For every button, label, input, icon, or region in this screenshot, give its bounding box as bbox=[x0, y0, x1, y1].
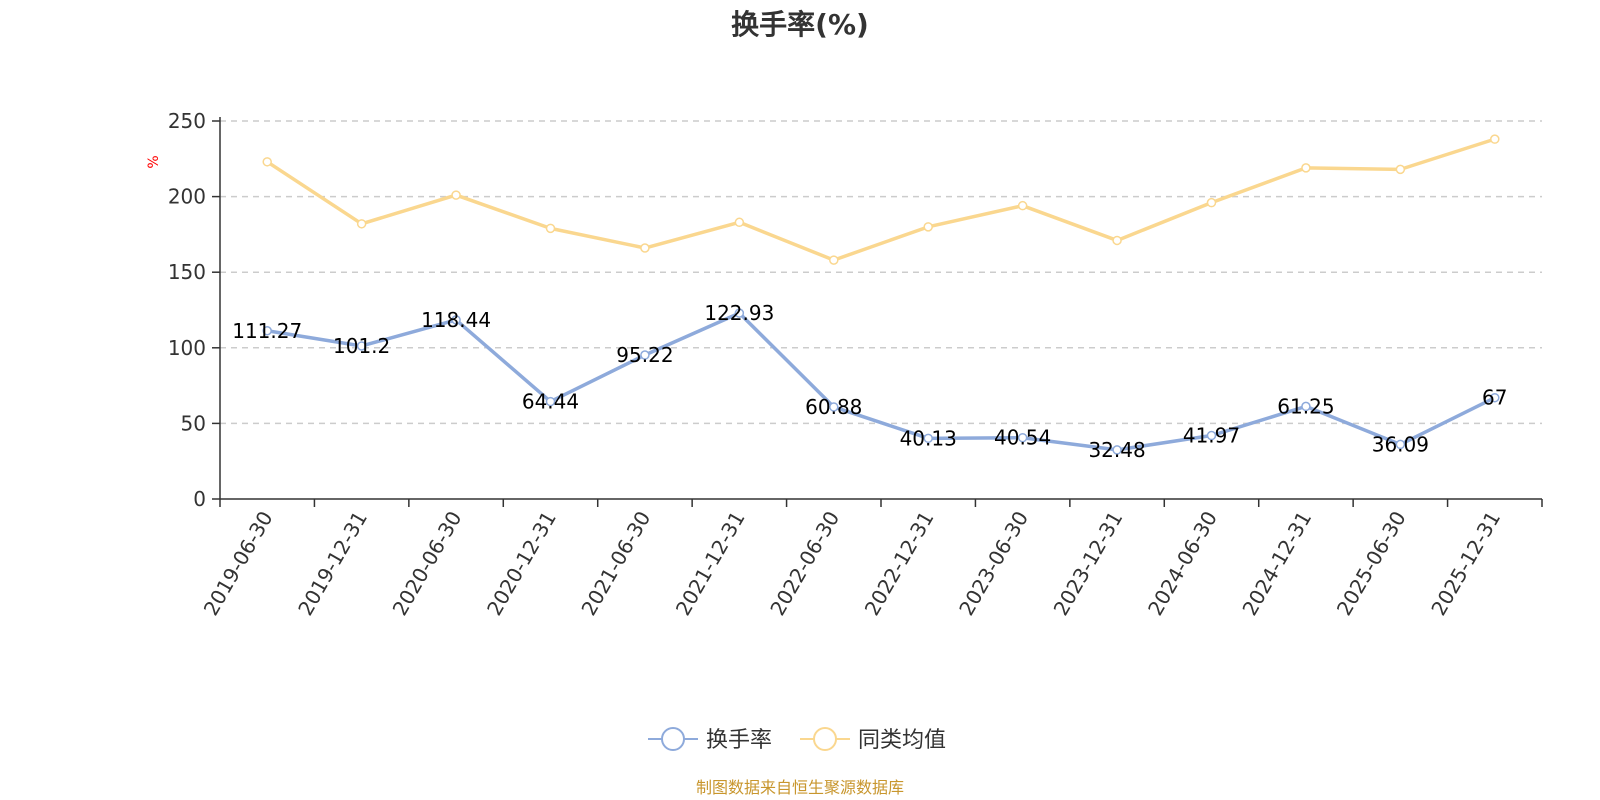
data-point-1[interactable] bbox=[451, 190, 461, 200]
x-tick-label: 2019-12-31 bbox=[293, 507, 372, 620]
source-note: 制图数据来自恒生聚源数据库 bbox=[696, 778, 904, 797]
data-point-0[interactable] bbox=[734, 308, 745, 318]
data-point-0[interactable] bbox=[1112, 445, 1122, 455]
data-point-1[interactable] bbox=[1112, 235, 1122, 246]
data-point-1[interactable] bbox=[356, 219, 367, 229]
legend-marker-icon bbox=[661, 727, 685, 751]
data-point-1[interactable] bbox=[734, 217, 745, 228]
data-point-1[interactable] bbox=[923, 222, 933, 232]
data-label: 67 bbox=[1482, 386, 1507, 410]
y-axis-unit: % bbox=[146, 155, 162, 168]
x-tick-label: 2019-06-30 bbox=[199, 507, 278, 620]
data-point-0[interactable] bbox=[545, 396, 556, 407]
data-label: 32.48 bbox=[1088, 438, 1145, 462]
legend[interactable]: 换手率 同类均值 bbox=[648, 727, 946, 753]
data-label: 118.44 bbox=[421, 308, 491, 332]
legend-item-1[interactable]: 同类均值 bbox=[800, 727, 946, 753]
x-tick-label: 2020-12-31 bbox=[482, 507, 561, 620]
data-label: 40.13 bbox=[900, 426, 957, 450]
data-label: 36.09 bbox=[1372, 432, 1429, 456]
data-point-0[interactable] bbox=[262, 326, 272, 336]
x-tick-label: 2021-12-31 bbox=[671, 507, 750, 620]
y-tick-label: 250 bbox=[168, 109, 206, 133]
x-tick-label: 2020-06-30 bbox=[388, 507, 467, 620]
y-tick-label: 100 bbox=[168, 336, 206, 360]
y-tick-label: 50 bbox=[181, 411, 206, 435]
data-point-1[interactable] bbox=[1490, 134, 1500, 144]
legend-marker-icon bbox=[813, 727, 837, 751]
data-point-1[interactable] bbox=[829, 255, 839, 265]
data-point-1[interactable] bbox=[1017, 200, 1028, 211]
y-tick-label: 150 bbox=[168, 260, 206, 284]
legend-label: 同类均值 bbox=[858, 728, 946, 753]
x-tick-label: 2022-06-30 bbox=[765, 507, 844, 620]
x-tick-label: 2024-06-30 bbox=[1143, 507, 1222, 620]
x-tick-label: 2021-06-30 bbox=[576, 507, 655, 620]
data-label: 61.25 bbox=[1277, 394, 1334, 418]
grid-lines bbox=[220, 120, 1542, 425]
data-point-1[interactable] bbox=[1395, 164, 1406, 175]
data-point-0[interactable] bbox=[1301, 401, 1311, 412]
data-point-1[interactable] bbox=[640, 243, 650, 253]
data-label: 95.22 bbox=[616, 343, 673, 367]
data-point-1[interactable] bbox=[262, 157, 272, 167]
data-label: 60.88 bbox=[805, 395, 862, 419]
data-label: 101.2 bbox=[333, 334, 390, 358]
legend-item-0[interactable]: 换手率 bbox=[648, 727, 772, 753]
x-tick-label: 2023-06-30 bbox=[954, 507, 1033, 620]
data-point-0[interactable] bbox=[1206, 430, 1217, 441]
data-label: 122.93 bbox=[704, 301, 774, 325]
y-tick-label: 0 bbox=[193, 487, 206, 511]
data-labels: 111.27 101.2 118.44 64.44 95.22 122.93 60.88 40… bbox=[232, 301, 1507, 462]
data-point-1[interactable] bbox=[1301, 163, 1311, 173]
x-tick-label: 2024-12-31 bbox=[1237, 507, 1316, 620]
series-line-0 bbox=[266, 311, 1496, 452]
data-point-1[interactable] bbox=[545, 223, 556, 234]
data-label: 40.54 bbox=[994, 426, 1051, 450]
legend-label: 换手率 bbox=[706, 728, 772, 753]
series-line-1 bbox=[266, 137, 1496, 262]
data-point-1[interactable] bbox=[1206, 197, 1217, 208]
data-label: 41.97 bbox=[1183, 424, 1240, 448]
chart-title: 换手率(%) bbox=[731, 8, 869, 41]
data-point-0[interactable] bbox=[356, 341, 367, 351]
data-point-0[interactable] bbox=[451, 315, 461, 325]
data-point-0[interactable] bbox=[1017, 432, 1028, 443]
x-tick-label: 2023-12-31 bbox=[1049, 507, 1128, 620]
data-point-0[interactable] bbox=[1490, 392, 1500, 403]
data-point-0[interactable] bbox=[829, 402, 839, 412]
data-label: 111.27 bbox=[232, 319, 302, 343]
x-tick-label: 2022-12-31 bbox=[860, 507, 939, 620]
x-tick-label: 2025-12-31 bbox=[1426, 507, 1505, 620]
data-point-0[interactable] bbox=[923, 433, 933, 444]
data-point-0[interactable] bbox=[640, 350, 650, 360]
data-label: 64.44 bbox=[522, 390, 579, 414]
x-tick-label: 2025-06-30 bbox=[1332, 507, 1411, 620]
series-lines bbox=[262, 134, 1500, 455]
y-tick-label: 200 bbox=[168, 185, 206, 209]
data-point-0[interactable] bbox=[1395, 439, 1406, 450]
